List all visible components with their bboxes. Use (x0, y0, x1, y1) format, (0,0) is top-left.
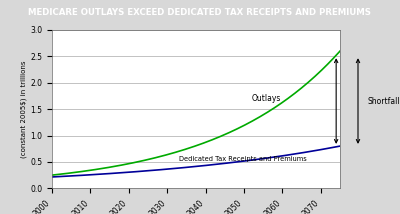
Text: Shortfall: Shortfall (367, 97, 400, 106)
Text: Outlays: Outlays (252, 94, 281, 103)
Text: MEDICARE OUTLAYS EXCEED DEDICATED TAX RECEIPTS AND PREMIUMS: MEDICARE OUTLAYS EXCEED DEDICATED TAX RE… (28, 8, 372, 17)
Text: Dedicated Tax Receipts and Premiums: Dedicated Tax Receipts and Premiums (179, 156, 306, 162)
Y-axis label: (constant 2005$) in trillions: (constant 2005$) in trillions (21, 60, 27, 158)
